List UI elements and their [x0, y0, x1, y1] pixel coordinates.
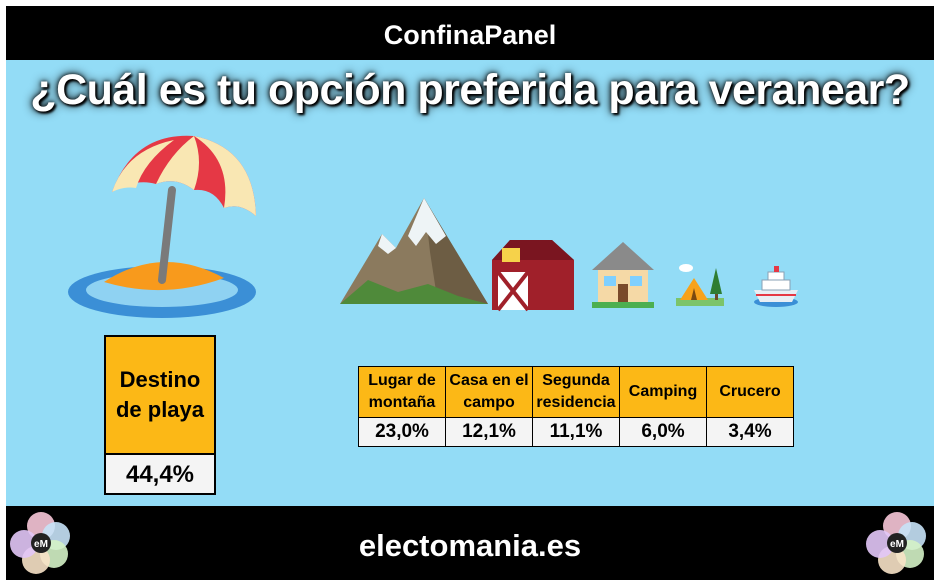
tent-icon: [676, 264, 724, 306]
option-label-camping: Camping: [619, 366, 707, 418]
question-title: ¿Cuál es tu opción preferida para verane…: [30, 66, 910, 114]
options-table: Lugar de montaña Casa en el campo Segund…: [358, 366, 794, 447]
cruise-ship-icon: [754, 266, 798, 307]
header-title: ConfinaPanel: [6, 6, 934, 60]
options-value-row: 23,0% 12,1% 11,1% 6,0% 3,4%: [358, 417, 794, 447]
option-label-mountain: Lugar de montaña: [358, 366, 446, 418]
beach-umbrella-icon: [68, 135, 256, 318]
electomania-logo-icon: eM: [866, 512, 926, 574]
option-label-second-residence: Segunda residencia: [532, 366, 620, 418]
logo-text: eM: [34, 539, 48, 550]
barn-icon: [492, 240, 574, 312]
option-label-cruise: Crucero: [706, 366, 794, 418]
option-value-camping: 6,0%: [619, 417, 707, 447]
house-icon: [592, 242, 654, 308]
mountain-icon: [340, 198, 488, 304]
logo-text: eM: [890, 539, 904, 550]
options-header-row: Lugar de montaña Casa en el campo Segund…: [358, 366, 794, 418]
electomania-logo-icon: eM: [10, 512, 70, 574]
option-label-country-house: Casa en el campo: [445, 366, 533, 418]
top-option-value: 44,4%: [104, 453, 216, 495]
option-value-cruise: 3,4%: [706, 417, 794, 447]
option-value-mountain: 23,0%: [358, 417, 446, 447]
option-value-second-residence: 11,1%: [532, 417, 620, 447]
top-option-label: Destino de playa: [104, 335, 216, 455]
footer-site: electomania.es: [6, 506, 934, 580]
option-value-country-house: 12,1%: [445, 417, 533, 447]
